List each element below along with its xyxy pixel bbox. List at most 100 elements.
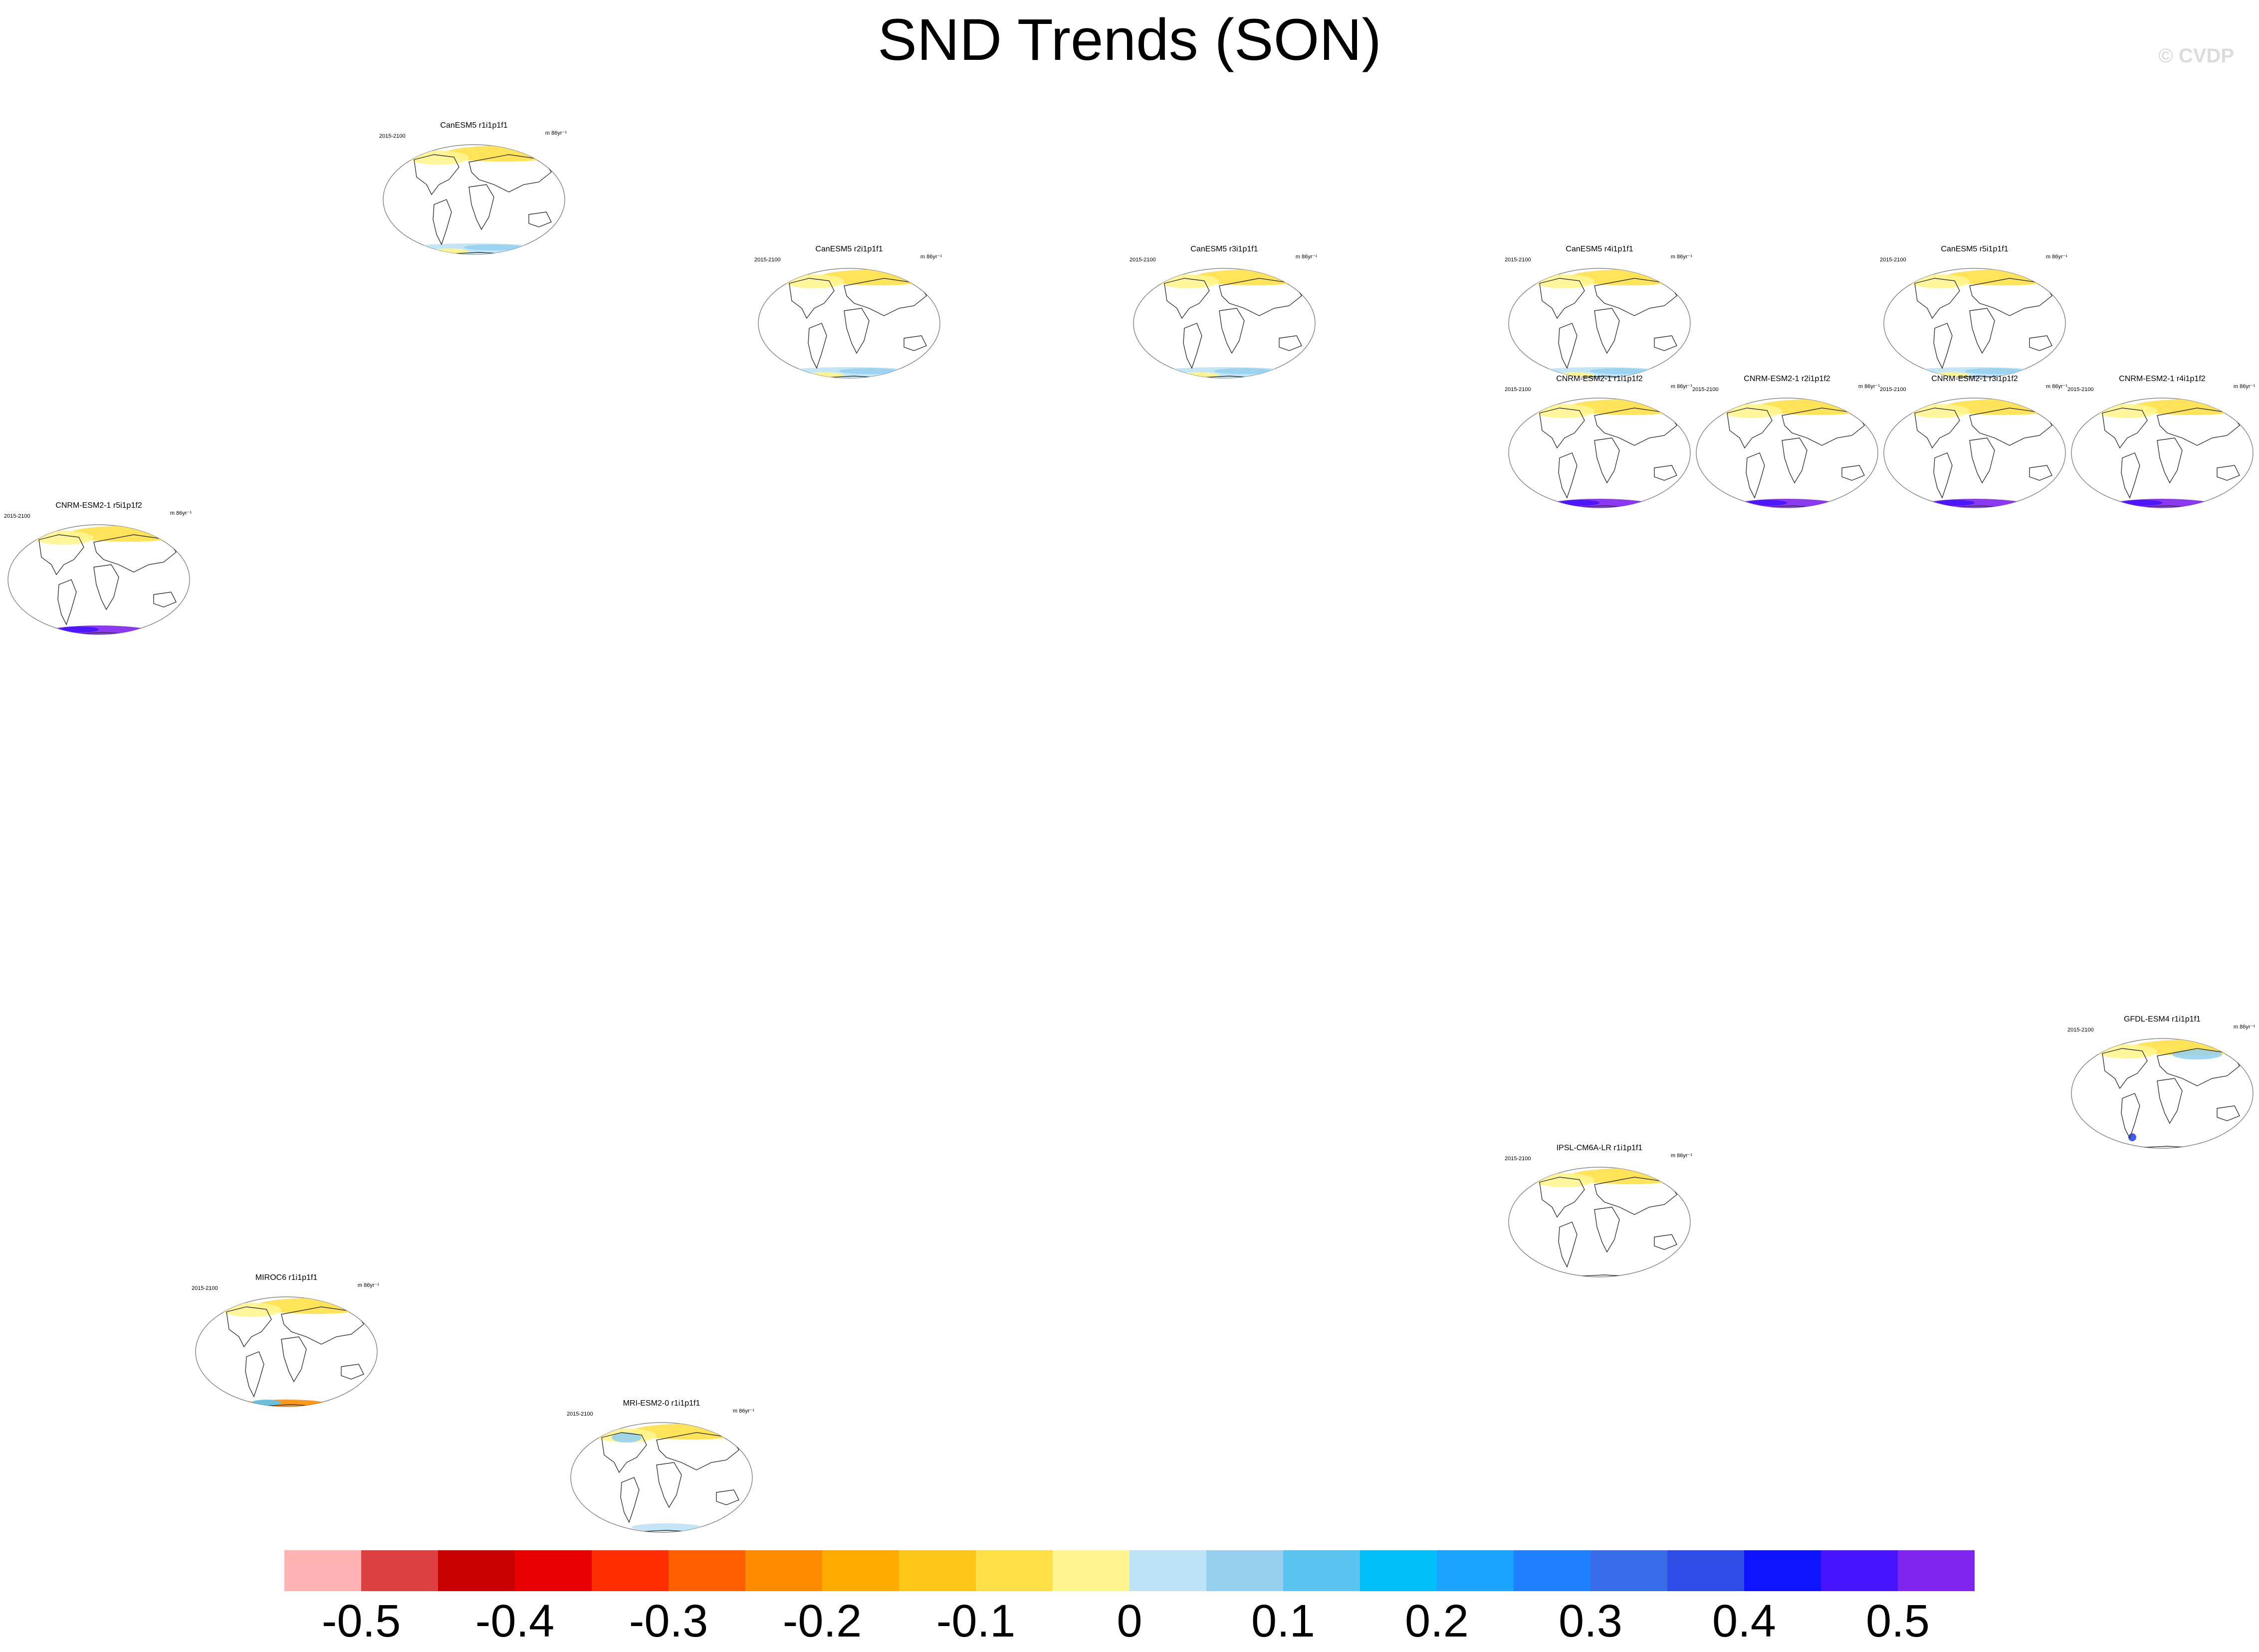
- colorbar: [284, 1550, 1975, 1591]
- panel-title: CanESM5 r3i1p1f1: [1190, 245, 1258, 253]
- panel-units: m 86yr⁻¹: [2045, 254, 2067, 260]
- map-panel: GFDL-ESM4 r1i1p1f1 2015-2100 m 86yr⁻¹: [2067, 1015, 2257, 1158]
- colorbar-segment: [1437, 1550, 1514, 1591]
- globe-map-icon: [2071, 398, 2254, 508]
- panel-years: 2015-2100: [192, 1285, 218, 1291]
- panel-title: CNRM-ESM2-1 r5i1p1f2: [55, 501, 142, 510]
- panel-units: m 86yr⁻¹: [170, 510, 192, 516]
- map-panel: MRI-ESM2-0 r1i1p1f1 2015-2100 m 86yr⁻¹: [567, 1399, 756, 1542]
- map-panel: CanESM5 r3i1p1f1 2015-2100 m 86yr⁻¹: [1130, 245, 1319, 388]
- map-panel: IPSL-CM6A-LR r1i1p1f1 2015-2100 m 86yr⁻¹: [1505, 1144, 1694, 1287]
- globe-map-icon: [195, 1296, 378, 1407]
- panel-units: m 86yr⁻¹: [2233, 384, 2255, 390]
- colorbar-segment: [1821, 1550, 1898, 1591]
- globe-map-icon: [1696, 398, 1878, 508]
- copyright-label: © CVDP: [2158, 45, 2234, 67]
- map-panel: CNRM-ESM2-1 r1i1p1f2 2015-2100 m 86yr⁻¹: [1505, 375, 1694, 518]
- panel-title: MIROC6 r1i1p1f1: [255, 1273, 318, 1282]
- panel-title: CNRM-ESM2-1 r4i1p1f2: [2119, 375, 2206, 383]
- panel-years: 2015-2100: [1880, 387, 1906, 393]
- panel-title: CanESM5 r5i1p1f1: [1941, 245, 2009, 253]
- map-panel: CNRM-ESM2-1 r2i1p1f2 2015-2100 m 86yr⁻¹: [1692, 375, 1882, 518]
- colorbar-segment: [1590, 1550, 1667, 1591]
- panel-years: 2015-2100: [379, 133, 406, 139]
- map-panel: CNRM-ESM2-1 r5i1p1f2 2015-2100 m 86yr⁻¹: [4, 501, 194, 644]
- panel-years: 2015-2100: [1130, 257, 1156, 263]
- panel-years: 2015-2100: [1505, 387, 1531, 393]
- map-panel: CNRM-ESM2-1 r4i1p1f2 2015-2100 m 86yr⁻¹: [2067, 375, 2257, 518]
- map-panel: CNRM-ESM2-1 r3i1p1f2 2015-2100 m 86yr⁻¹: [1880, 375, 2069, 518]
- globe-map-icon: [7, 524, 190, 635]
- globe-map-icon: [2071, 1038, 2254, 1149]
- colorbar-segment: [1206, 1550, 1283, 1591]
- globe-map-icon: [1508, 1167, 1691, 1277]
- colorbar-segment: [899, 1550, 976, 1591]
- globe-map-icon: [570, 1422, 753, 1533]
- panel-years: 2015-2100: [1880, 257, 1906, 263]
- panel-title: CNRM-ESM2-1 r3i1p1f2: [1931, 375, 2018, 383]
- panel-title: CNRM-ESM2-1 r2i1p1f2: [1744, 375, 1830, 383]
- panel-years: 2015-2100: [1505, 257, 1531, 263]
- colorbar-segment: [745, 1550, 822, 1591]
- panel-years: 2015-2100: [567, 1411, 593, 1417]
- panel-units: m 86yr⁻¹: [1670, 384, 1692, 390]
- map-panel: MIROC6 r1i1p1f1 2015-2100 m 86yr⁻¹: [192, 1273, 381, 1417]
- panel-years: 2015-2100: [4, 513, 30, 519]
- panel-units: m 86yr⁻¹: [1670, 1153, 1692, 1159]
- colorbar-segment: [669, 1550, 745, 1591]
- colorbar-tick-label: 0.2: [1405, 1596, 1469, 1647]
- map-panel: CanESM5 r4i1p1f1 2015-2100 m 86yr⁻¹: [1505, 245, 1694, 388]
- map-panel: CanESM5 r2i1p1f1 2015-2100 m 86yr⁻¹: [754, 245, 944, 388]
- panel-years: 2015-2100: [2067, 387, 2094, 393]
- panel-title: GFDL-ESM4 r1i1p1f1: [2124, 1015, 2201, 1024]
- colorbar-segment: [284, 1550, 361, 1591]
- colorbar-segment: [1130, 1550, 1206, 1591]
- panel-title: CanESM5 r2i1p1f1: [815, 245, 883, 253]
- colorbar-segment: [515, 1550, 592, 1591]
- map-panel: CanESM5 r5i1p1f1 2015-2100 m 86yr⁻¹: [1880, 245, 2069, 388]
- panel-title: MRI-ESM2-0 r1i1p1f1: [623, 1399, 700, 1408]
- panel-units: m 86yr⁻¹: [732, 1408, 754, 1414]
- colorbar-segment: [592, 1550, 669, 1591]
- panel-units: m 86yr⁻¹: [2233, 1024, 2255, 1030]
- panel-years: 2015-2100: [754, 257, 781, 263]
- colorbar-segment: [822, 1550, 899, 1591]
- panel-years: 2015-2100: [2067, 1027, 2094, 1033]
- panel-units: m 86yr⁻¹: [545, 130, 567, 136]
- colorbar-segment: [1744, 1550, 1821, 1591]
- panel-years: 2015-2100: [1505, 1156, 1531, 1162]
- panel-units: m 86yr⁻¹: [1295, 254, 1317, 260]
- colorbar-segment: [1360, 1550, 1437, 1591]
- colorbar-tick-label: 0.1: [1251, 1596, 1315, 1647]
- globe-map-icon: [1883, 268, 2066, 379]
- panel-title: CanESM5 r1i1p1f1: [440, 121, 508, 130]
- colorbar-segment: [1667, 1550, 1744, 1591]
- colorbar-segment: [1283, 1550, 1360, 1591]
- colorbar-segment: [976, 1550, 1053, 1591]
- globe-map-icon: [383, 144, 565, 255]
- panel-units: m 86yr⁻¹: [357, 1282, 379, 1288]
- panel-title: CNRM-ESM2-1 r1i1p1f2: [1556, 375, 1643, 383]
- globe-map-icon: [1883, 398, 2066, 508]
- colorbar-segment: [438, 1550, 515, 1591]
- colorbar-tick-label: -0.2: [782, 1596, 862, 1647]
- globe-map-icon: [1133, 268, 1316, 379]
- colorbar-tick-label: -0.3: [629, 1596, 708, 1647]
- globe-map-icon: [1508, 398, 1691, 508]
- panel-years: 2015-2100: [1692, 387, 1719, 393]
- panel-units: m 86yr⁻¹: [920, 254, 942, 260]
- colorbar-tick-label: -0.4: [475, 1596, 555, 1647]
- map-panel: CanESM5 r1i1p1f1 2015-2100 m 86yr⁻¹: [379, 121, 569, 264]
- panel-units: m 86yr⁻¹: [1670, 254, 1692, 260]
- colorbar-tick-label: 0.5: [1866, 1596, 1930, 1647]
- colorbar-tick-label: 0.4: [1712, 1596, 1776, 1647]
- colorbar-tick-label: 0: [1117, 1596, 1142, 1647]
- colorbar-segment: [1514, 1550, 1590, 1591]
- colorbar-tick-label: 0.3: [1559, 1596, 1622, 1647]
- colorbar-segment: [1898, 1550, 1975, 1591]
- colorbar-segment: [361, 1550, 438, 1591]
- colorbar-tick-label: -0.1: [936, 1596, 1016, 1647]
- panel-title: CanESM5 r4i1p1f1: [1566, 245, 1633, 253]
- panel-title: IPSL-CM6A-LR r1i1p1f1: [1556, 1144, 1643, 1152]
- panel-units: m 86yr⁻¹: [1858, 384, 1880, 390]
